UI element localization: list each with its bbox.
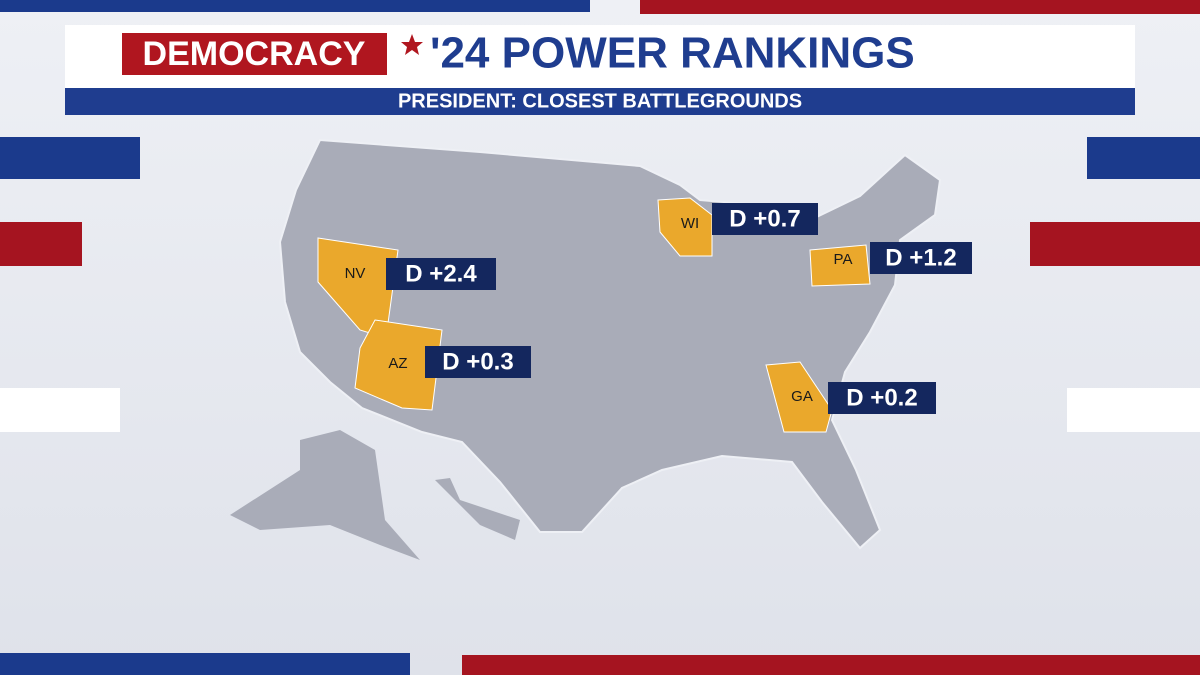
margin-box bbox=[425, 346, 531, 378]
brand-box bbox=[122, 33, 387, 75]
state-abbr: GA bbox=[791, 388, 813, 405]
subtitle: PRESIDENT: CLOSEST BATTLEGROUNDS bbox=[398, 90, 802, 112]
us-map bbox=[230, 138, 942, 560]
alaska bbox=[230, 430, 420, 560]
margin-label: D +0.7 bbox=[729, 205, 800, 232]
star bbox=[401, 34, 423, 55]
state-abbr: WI bbox=[681, 215, 699, 232]
subtitle-bar bbox=[65, 88, 1135, 115]
margin-box bbox=[870, 242, 972, 274]
brand: DEMOCRACY bbox=[143, 35, 366, 73]
margin-box bbox=[386, 258, 496, 290]
state-pa bbox=[809, 244, 871, 287]
margin-box bbox=[828, 382, 936, 414]
state-abbr: NV bbox=[345, 265, 366, 282]
state-wi bbox=[657, 197, 713, 257]
margin-label: D +1.2 bbox=[885, 244, 956, 271]
margin-box bbox=[712, 203, 818, 235]
state-labels: NV D +2.4 AZ D +0.3 WI D +0.7 PA D +1.2 … bbox=[345, 203, 972, 414]
margin-label: D +0.3 bbox=[442, 348, 513, 375]
state-az bbox=[354, 319, 443, 411]
hawaii bbox=[435, 478, 520, 540]
state-abbr: AZ bbox=[388, 355, 407, 372]
margin-label: D +0.2 bbox=[846, 384, 917, 411]
title: '24 POWER RANKINGS bbox=[430, 29, 915, 78]
margin-label: D +2.4 bbox=[405, 260, 477, 287]
state-ga bbox=[765, 361, 833, 433]
header: DEMOCRACY '24 POWER RANKINGS PRESIDENT: … bbox=[65, 25, 1135, 115]
state-abbr: PA bbox=[834, 251, 853, 268]
